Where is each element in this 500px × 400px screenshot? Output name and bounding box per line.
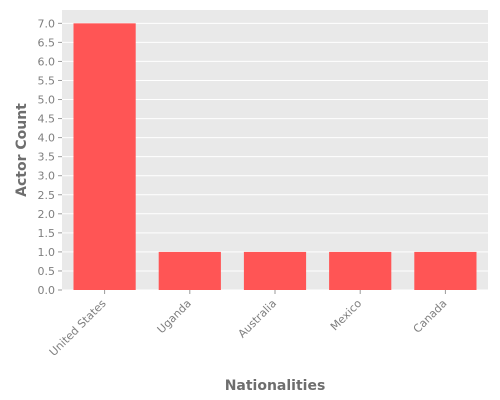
x-axis-ticks: United States Uganda Australia Mexico Canada	[47, 290, 450, 359]
y-tick-label: 0.0	[38, 284, 56, 297]
bar-uganda	[158, 251, 221, 290]
y-tick-label: 2.5	[38, 189, 56, 202]
bars	[73, 23, 477, 290]
y-tick-label: 3.0	[38, 170, 56, 183]
bar-mexico	[329, 251, 392, 290]
bar-canada	[414, 251, 477, 290]
x-axis-title: Nationalities	[225, 378, 326, 394]
x-tick-label: Canada	[411, 297, 450, 336]
y-tick-label: 6.0	[38, 55, 56, 68]
y-tick-label: 4.0	[38, 132, 56, 145]
x-tick-label: Uganda	[155, 297, 194, 336]
y-tick-label: 1.0	[38, 246, 56, 259]
y-tick-label: 4.5	[38, 113, 56, 126]
y-axis-ticks: 0.0 0.5 1.0 1.5 2.0 2.5 3.0 3.5 4.0 4.5 5.0 5.5 6.0 6…	[38, 17, 62, 297]
y-tick-label: 2.0	[38, 208, 56, 221]
y-tick-label: 5.0	[38, 94, 56, 107]
bar-australia	[243, 251, 307, 290]
y-tick-label: 1.5	[38, 227, 56, 240]
bar-united-states	[73, 23, 136, 290]
y-tick-label: 0.5	[38, 265, 56, 278]
y-tick-label: 7.0	[38, 17, 56, 30]
y-tick-label: 6.5	[38, 36, 56, 49]
y-tick-label: 3.5	[38, 151, 56, 164]
y-axis-title: Actor Count	[14, 103, 30, 197]
x-tick-label: Mexico	[328, 297, 365, 334]
x-tick-label: Australia	[236, 297, 280, 341]
x-tick-label: United States	[47, 297, 109, 359]
y-tick-label: 5.5	[38, 74, 56, 87]
